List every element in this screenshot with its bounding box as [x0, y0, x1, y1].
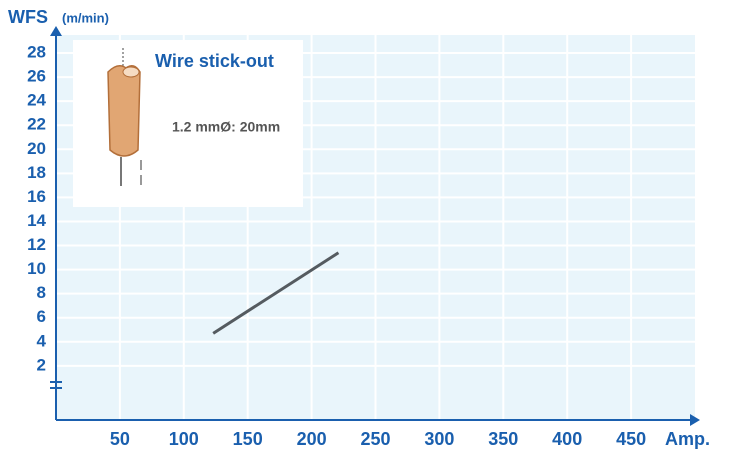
chart: Wire stick-out 1.2 mmØ: 20mm WFS (m/min)…	[0, 0, 738, 452]
y-tick-label: 2	[37, 355, 46, 374]
y-tick-label: 26	[27, 67, 46, 86]
contact-tip	[108, 66, 140, 156]
y-tick-label: 18	[27, 163, 46, 182]
y-arrow	[50, 26, 62, 36]
y-tick-label: 12	[27, 235, 46, 254]
x-axis-label: Amp.	[665, 429, 710, 449]
x-tick-label: 200	[297, 429, 327, 449]
y-tick-label: 28	[27, 43, 46, 62]
inset-text: 1.2 mmØ: 20mm	[172, 119, 280, 135]
y-tick-label: 6	[37, 307, 46, 326]
y-tick-label: 22	[27, 115, 46, 134]
y-tick-label: 4	[37, 331, 47, 350]
contact-tip-top	[123, 67, 139, 77]
inset: Wire stick-out 1.2 mmØ: 20mm	[73, 40, 303, 207]
x-tick-label: 350	[488, 429, 518, 449]
y-axis-unit: (m/min)	[62, 10, 109, 25]
x-tick-label: 450	[616, 429, 646, 449]
y-tick-label: 14	[27, 211, 46, 230]
x-tick-label: 300	[424, 429, 454, 449]
y-tick-label: 8	[37, 283, 46, 302]
y-tick-label: 16	[27, 187, 46, 206]
x-tick-label: 100	[169, 429, 199, 449]
inset-title: Wire stick-out	[155, 51, 274, 71]
x-tick-label: 150	[233, 429, 263, 449]
y-axis-label: WFS	[8, 7, 48, 27]
x-tick-label: 250	[360, 429, 390, 449]
y-tick-label: 10	[27, 259, 46, 278]
y-tick-label: 24	[27, 91, 46, 110]
x-tick-label: 50	[110, 429, 130, 449]
x-tick-label: 400	[552, 429, 582, 449]
y-tick-label: 20	[27, 139, 46, 158]
